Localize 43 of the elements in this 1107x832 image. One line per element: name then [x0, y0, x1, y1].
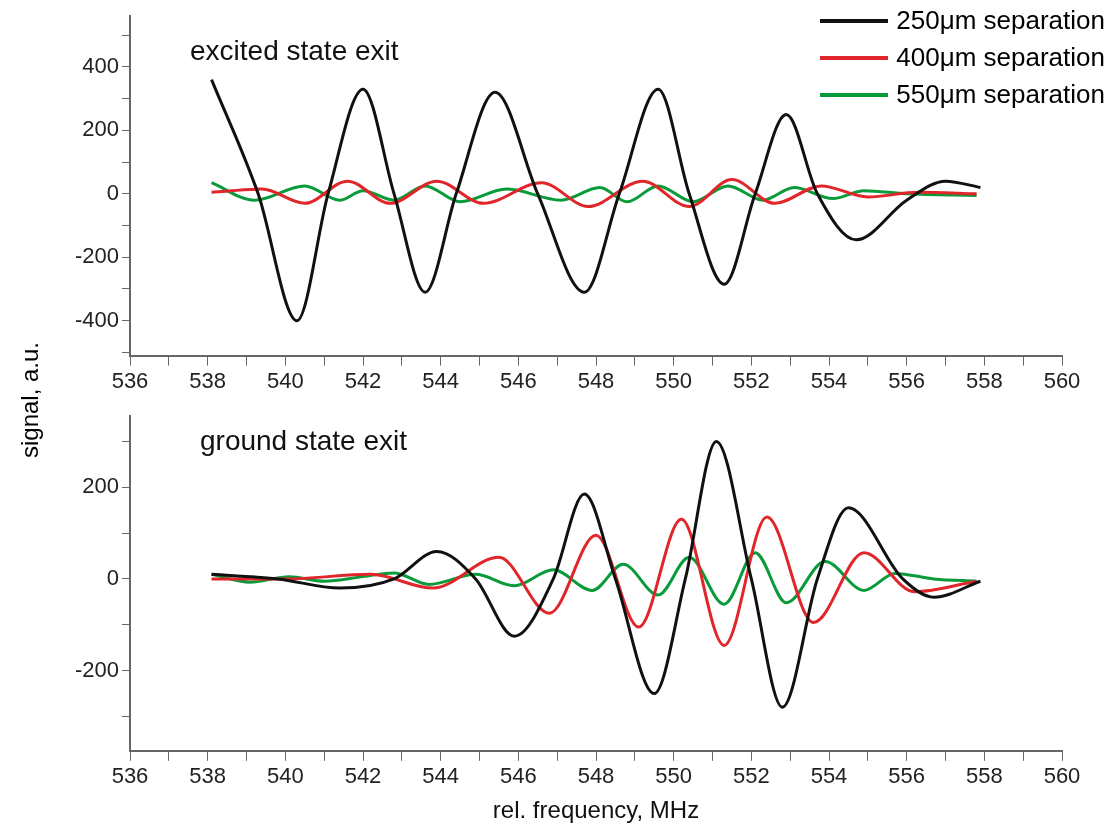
- x-tick-label: 550: [655, 763, 693, 789]
- x-tick-label: 544: [422, 763, 460, 789]
- x-tick-label: 552: [732, 763, 770, 789]
- legend-label: 400μm separation: [896, 41, 1105, 74]
- x-tick-label: 548: [577, 367, 615, 393]
- x-tick-label: 538: [189, 763, 227, 789]
- x-tick-label: 556: [888, 367, 926, 393]
- x-tick-label: 546: [499, 763, 537, 789]
- x-tick-label: 556: [888, 763, 926, 789]
- x-tick-label: 538: [189, 367, 227, 393]
- x-tick-label: 560: [1043, 763, 1081, 789]
- line-series: [210, 78, 982, 323]
- y-tick-label: 200: [82, 473, 119, 499]
- x-tick-label: 548: [577, 763, 615, 789]
- line-series: [210, 515, 979, 647]
- x-tick-label: 552: [732, 367, 770, 393]
- x-tick-label: 558: [965, 763, 1003, 789]
- chart-title: ground state exit: [200, 424, 408, 456]
- x-tick-label: 560: [1043, 367, 1081, 393]
- x-tick-label: 542: [344, 763, 382, 789]
- x-tick-label: 536: [111, 367, 149, 393]
- y-tick-label: 400: [82, 53, 119, 79]
- x-tick-label: 558: [965, 367, 1003, 393]
- x-tick-label: 554: [810, 367, 848, 393]
- y-tick-label: -200: [74, 243, 119, 269]
- text: excited state exit: [190, 34, 399, 66]
- legend-label: 550μm separation: [896, 78, 1105, 111]
- y-tick-label: -200: [74, 656, 119, 682]
- y-tick-label: 0: [106, 179, 119, 205]
- x-tick-label: 536: [111, 763, 149, 789]
- x-tick-label: 540: [266, 367, 304, 393]
- legend-label: 250μm separation: [896, 4, 1105, 37]
- y-tick-label: -400: [74, 306, 119, 332]
- y-tick-label: 200: [82, 116, 119, 142]
- x-tick-label: 546: [499, 367, 537, 393]
- x-tick-label: 540: [266, 763, 304, 789]
- x-tick-label: 550: [655, 367, 693, 393]
- y-tick-label: 0: [106, 564, 119, 590]
- x-tick-label: 542: [344, 367, 382, 393]
- x-axis-title: rel. frequency, MHz: [492, 796, 700, 824]
- x-tick-label: 554: [810, 763, 848, 789]
- x-tick-label: 544: [422, 367, 460, 393]
- y-axis-title: signal, a.u.: [16, 341, 45, 459]
